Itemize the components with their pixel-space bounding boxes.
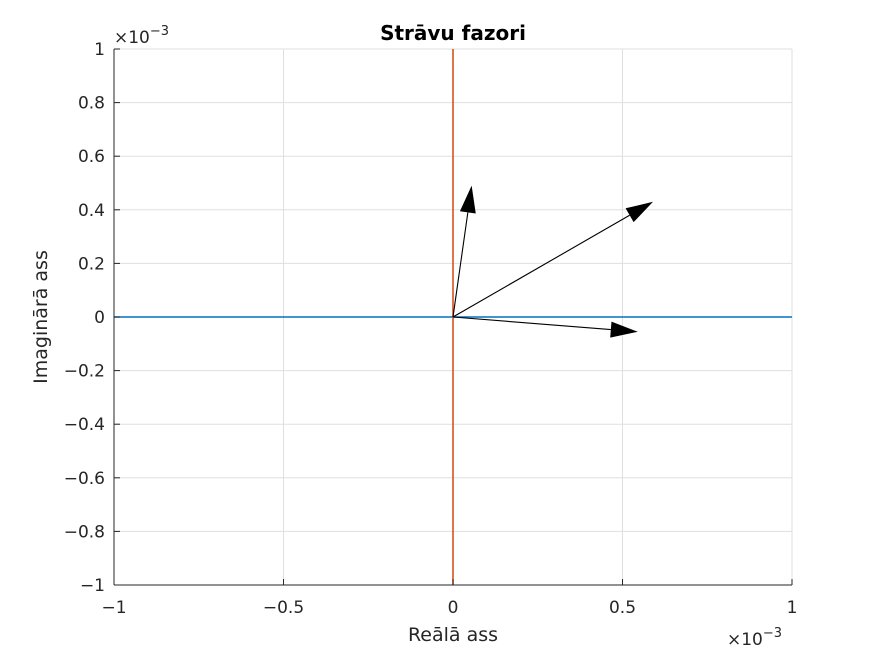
y-axis-exponent: ×10−3: [114, 24, 169, 48]
phasors: [452, 185, 654, 338]
phasor-arrowhead-1: [459, 185, 476, 214]
y-tick-label: 0.6: [78, 147, 105, 167]
phasor-arrowhead-3: [610, 321, 638, 338]
y-tick-label: 1: [94, 40, 105, 60]
y-axis-label: Imaginārā ass: [30, 250, 52, 384]
y-tick-label: 0.4: [78, 201, 105, 221]
y-tick-label: −0.8: [64, 522, 105, 542]
y-tick-label: −0.6: [64, 469, 105, 489]
y-tick-label: 0.2: [78, 254, 105, 274]
x-tick-label: 0.5: [609, 598, 636, 618]
y-tick-label: −0.4: [64, 415, 105, 435]
y-tick-label: −0.2: [64, 362, 105, 382]
tick-labels: −1 −0.5 0 0.5 1 −1 −0.8 −0.6 −0.4 −0.2 0 0.2 0.4 0.6 0…: [64, 40, 798, 618]
y-tick-label: 0: [94, 308, 105, 328]
y-exponent-base: ×10: [114, 28, 150, 48]
x-tick-label: −0.5: [263, 598, 304, 618]
x-exponent-base: ×10: [727, 630, 763, 650]
x-tick-label: 1: [787, 598, 798, 618]
phasor-arrowhead-2: [625, 201, 654, 223]
phasor-shaft-1: [452, 212, 469, 318]
x-tick-label: −1: [101, 598, 126, 618]
phasor-shaft-3: [452, 316, 611, 331]
chart-title: Strāvu fazori: [380, 21, 526, 45]
x-tick-label: 0: [448, 598, 459, 618]
y-tick-label: −1: [80, 576, 105, 596]
x-axis-exponent: ×10−3: [727, 626, 782, 650]
y-exponent-power: −3: [150, 24, 169, 39]
y-tick-label: 0.8: [78, 94, 105, 114]
x-exponent-power: −3: [763, 626, 782, 641]
x-axis-label: Reālā ass: [408, 624, 498, 646]
phasor-shaft-2: [452, 214, 630, 318]
axes-frame: [113, 48, 793, 586]
